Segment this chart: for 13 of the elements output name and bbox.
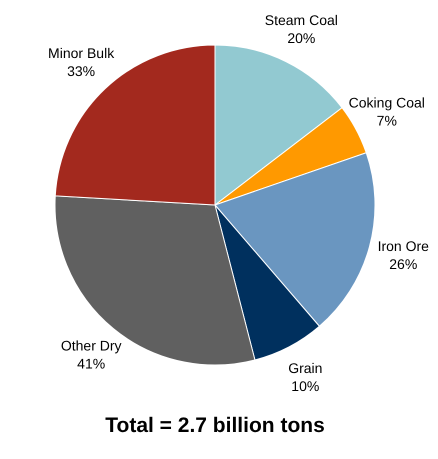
slice-label: Coking Coal — [348, 94, 425, 111]
slice-label: Other Dry — [60, 338, 122, 354]
data-label: 26% — [389, 256, 418, 272]
data-label: 41% — [77, 356, 106, 372]
data-label: 7% — [376, 112, 397, 129]
data-label: 10% — [291, 378, 320, 394]
slice-label: Minor Bulk — [48, 45, 116, 62]
data-label: 20% — [287, 30, 316, 46]
text: Total = 2.7 billion tons — [105, 414, 325, 437]
slice-label: Steam Coal — [264, 12, 338, 28]
slice-label: Iron Ore — [378, 238, 430, 254]
slice-label: Grain — [288, 360, 322, 376]
data-label: 33% — [67, 63, 96, 80]
